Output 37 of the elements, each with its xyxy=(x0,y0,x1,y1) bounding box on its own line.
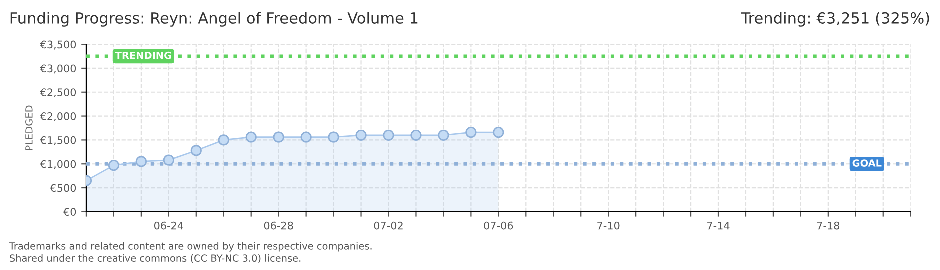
y-tick-label: €3,500 xyxy=(40,40,76,50)
point xyxy=(328,132,340,143)
x-tick-label: 06-24 xyxy=(154,222,184,230)
point xyxy=(273,132,284,143)
point xyxy=(466,127,477,138)
y-tick-label: €1,000 xyxy=(40,160,76,170)
y-tick-label: €2,000 xyxy=(40,112,76,122)
text: Trademarks and related content are owned by their respective companies. xyxy=(9,242,372,252)
x-tick-label: 7-10 xyxy=(598,222,620,230)
point xyxy=(383,130,394,141)
text: Shared under the creative commons (CC BY-NC 3.0) license. xyxy=(10,254,301,264)
point xyxy=(246,132,257,143)
ref-line-label: GOAL xyxy=(852,160,882,167)
ref-line-label: TRENDING xyxy=(115,52,172,60)
y-tick-label: €500 xyxy=(50,184,76,192)
y-tick-label: €0 xyxy=(64,208,76,216)
point xyxy=(410,130,422,141)
point xyxy=(300,132,312,143)
x-tick-label: 07-06 xyxy=(484,222,514,230)
y-tick-label: €2,500 xyxy=(40,88,76,98)
point xyxy=(218,134,230,146)
y-tick-label: €1,500 xyxy=(40,136,76,146)
point xyxy=(493,127,504,138)
point xyxy=(163,154,174,166)
point xyxy=(438,130,450,141)
x-tick-label: 7-18 xyxy=(817,222,840,230)
x-tick-label: 07-02 xyxy=(374,222,403,230)
point xyxy=(136,156,147,168)
y-tick-label: €3,000 xyxy=(40,64,76,74)
x-tick-label: 7-14 xyxy=(708,222,730,230)
y-axis-title: PLEDGED xyxy=(26,106,33,150)
point xyxy=(190,145,202,156)
x-tick-label: 06-28 xyxy=(264,222,294,230)
chart-title: Funding Progress: Reyn: Angel of Freedom - Volume 1 xyxy=(10,12,418,27)
point xyxy=(108,160,120,172)
point xyxy=(356,130,367,141)
chart-subtitle: Trending: €3,251 (325%) xyxy=(741,12,930,27)
